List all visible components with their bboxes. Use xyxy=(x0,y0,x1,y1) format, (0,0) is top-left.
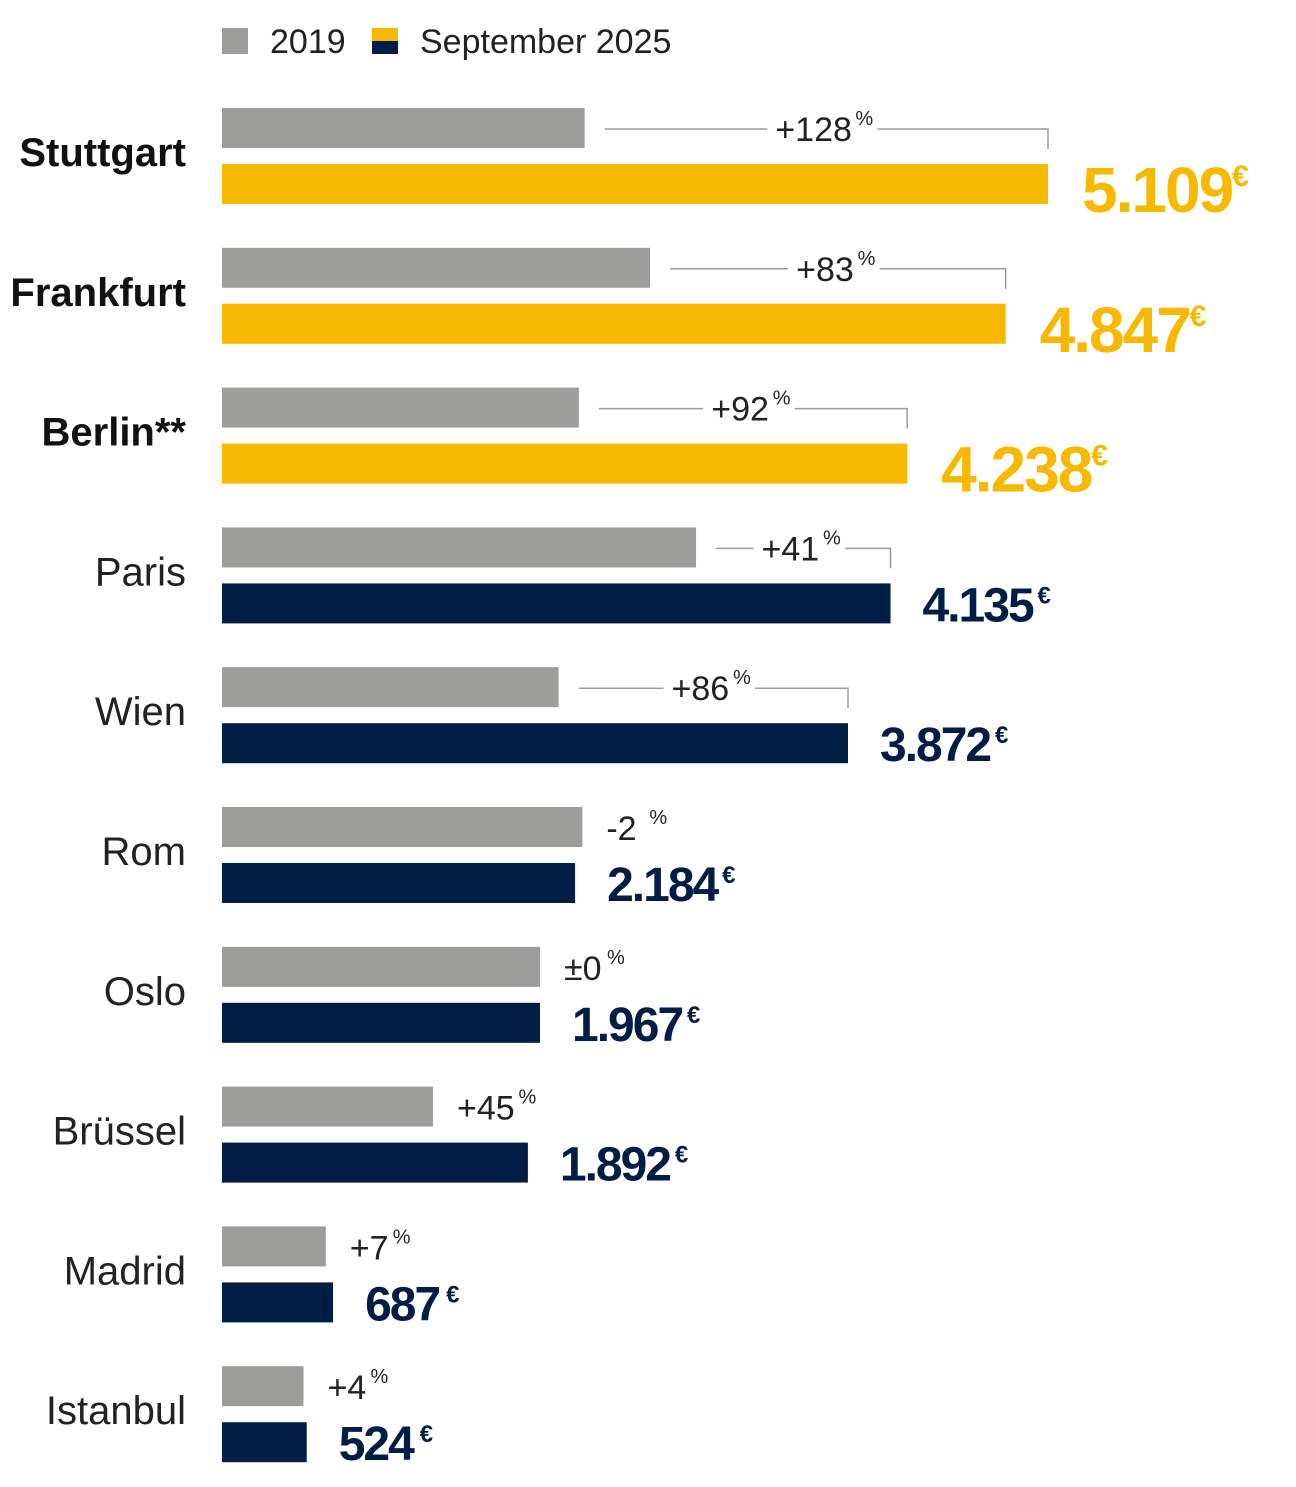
chart-row: Rom -2 % 2.184 € xyxy=(102,807,735,912)
city-label: Rom xyxy=(102,830,186,874)
city-label: Brüssel xyxy=(53,1110,186,1154)
chart-row: Stuttgart +128 % 5.109 € xyxy=(19,108,1249,226)
change-unit-label: % xyxy=(607,947,625,969)
legend-swatch-2025-top xyxy=(372,28,398,41)
chart-row: Istanbul +4 % 524 € xyxy=(46,1366,433,1471)
value-unit-label: € xyxy=(995,722,1008,749)
legend-swatch-2019 xyxy=(222,28,248,54)
change-unit-label: % xyxy=(823,527,841,549)
value-unit-label: € xyxy=(687,1002,700,1029)
city-label: Oslo xyxy=(104,970,186,1014)
bar-2025 xyxy=(222,1002,541,1043)
legend-label-2019: 2019 xyxy=(270,23,346,61)
value-label: 3.872 xyxy=(880,719,990,772)
bar-2019 xyxy=(222,108,585,148)
change-label: +41 xyxy=(762,530,820,568)
chart-row: Wien +86 % 3.872 € xyxy=(95,667,1008,772)
chart-row: Brüssel +45 % 1.892 € xyxy=(53,1086,688,1192)
bar-2019 xyxy=(222,1226,326,1267)
change-label: +7 xyxy=(350,1229,389,1267)
value-unit-label: € xyxy=(675,1142,688,1169)
value-unit-label: € xyxy=(1190,300,1207,333)
bar-2019 xyxy=(222,247,651,288)
change-label: -2 xyxy=(606,810,636,848)
change-unit-label: % xyxy=(773,388,791,410)
bar-2019 xyxy=(222,946,541,987)
value-unit-label: € xyxy=(446,1281,459,1308)
value-label: 5.109 xyxy=(1082,154,1233,226)
bar-2025 xyxy=(222,723,849,764)
bar-2019 xyxy=(222,527,697,568)
value-unit-label: € xyxy=(1091,440,1108,473)
city-label: Stuttgart xyxy=(19,131,186,175)
chart-rows: Stuttgart+128 %5.109 €Frankfurt+83 %4.847 €B… xyxy=(10,108,1249,1471)
value-label: 4.847 xyxy=(1040,294,1190,366)
city-label: Paris xyxy=(95,550,186,594)
chart-row: Madrid +7 % 687 € xyxy=(64,1226,459,1331)
city-label: Wien xyxy=(95,690,186,734)
chart-row: Oslo ±0 % 1.967 € xyxy=(104,946,700,1052)
value-label: 524 xyxy=(339,1418,415,1471)
change-unit-label: % xyxy=(393,1226,411,1248)
bracket-line xyxy=(877,128,1049,149)
bar-2025 xyxy=(222,863,576,903)
change-label: +83 xyxy=(796,251,854,289)
value-label: 1.967 xyxy=(572,999,682,1052)
bracket-line xyxy=(794,407,908,429)
city-label: Frankfurt xyxy=(10,271,186,315)
bar-2025 xyxy=(222,443,908,484)
bar-2025 xyxy=(222,1282,334,1323)
bar-2025 xyxy=(222,164,1048,204)
bar-2019 xyxy=(222,1086,433,1127)
bar-2025 xyxy=(222,1422,307,1463)
value-label: 4.238 xyxy=(941,434,1092,506)
value-label: 687 xyxy=(365,1278,439,1331)
bracket-line xyxy=(879,268,1007,289)
change-label: ±0 xyxy=(564,950,602,988)
change-label: +45 xyxy=(457,1090,515,1128)
value-unit-label: € xyxy=(1232,160,1249,193)
change-unit-label: % xyxy=(733,667,751,689)
chart-row: Frankfurt +83 % 4.847 € xyxy=(10,248,1206,366)
value-label: 2.184 xyxy=(607,859,719,912)
change-label: +128 xyxy=(775,111,852,149)
change-unit-label: % xyxy=(370,1366,388,1388)
bar-2025 xyxy=(222,1142,528,1183)
bracket-line xyxy=(845,547,892,569)
legend-label-2025: September 2025 xyxy=(420,23,671,61)
change-unit-label: % xyxy=(649,807,667,829)
value-label: 1.892 xyxy=(560,1139,670,1192)
legend-swatch-2025-bottom xyxy=(372,41,398,54)
change-unit-label: % xyxy=(518,1087,536,1109)
city-label: Madrid xyxy=(64,1249,186,1293)
bar-2019 xyxy=(222,807,583,847)
bar-2019 xyxy=(222,387,579,428)
bracket-line xyxy=(755,687,849,709)
value-unit-label: € xyxy=(722,862,735,889)
chart-row: Berlin** +92 % 4.238 € xyxy=(42,387,1108,506)
change-label: +86 xyxy=(672,670,730,708)
bar-2025 xyxy=(222,583,891,624)
change-unit-label: % xyxy=(855,108,873,130)
value-unit-label: € xyxy=(1038,582,1051,609)
change-label: +4 xyxy=(327,1369,366,1407)
city-label: Istanbul xyxy=(46,1389,186,1433)
city-label: Berlin** xyxy=(42,411,187,455)
chart-row: Paris +41 % 4.135 € xyxy=(95,527,1051,632)
bar-2019 xyxy=(222,667,559,708)
change-unit-label: % xyxy=(858,248,876,270)
legend: 2019 September 2025 xyxy=(222,23,671,61)
bar-2019 xyxy=(222,1366,304,1407)
value-label: 4.135 xyxy=(923,579,1034,632)
bar-2025 xyxy=(222,303,1006,344)
change-label: +92 xyxy=(711,391,769,429)
value-unit-label: € xyxy=(420,1421,433,1448)
